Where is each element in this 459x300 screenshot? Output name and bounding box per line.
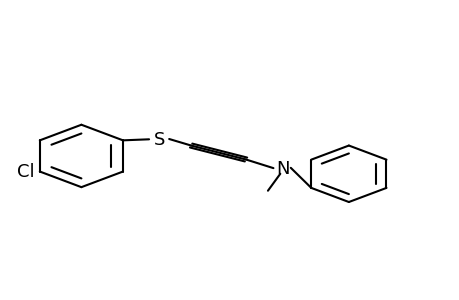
Text: Cl: Cl — [17, 163, 34, 181]
Text: N: N — [275, 160, 289, 178]
Text: S: S — [153, 130, 164, 148]
